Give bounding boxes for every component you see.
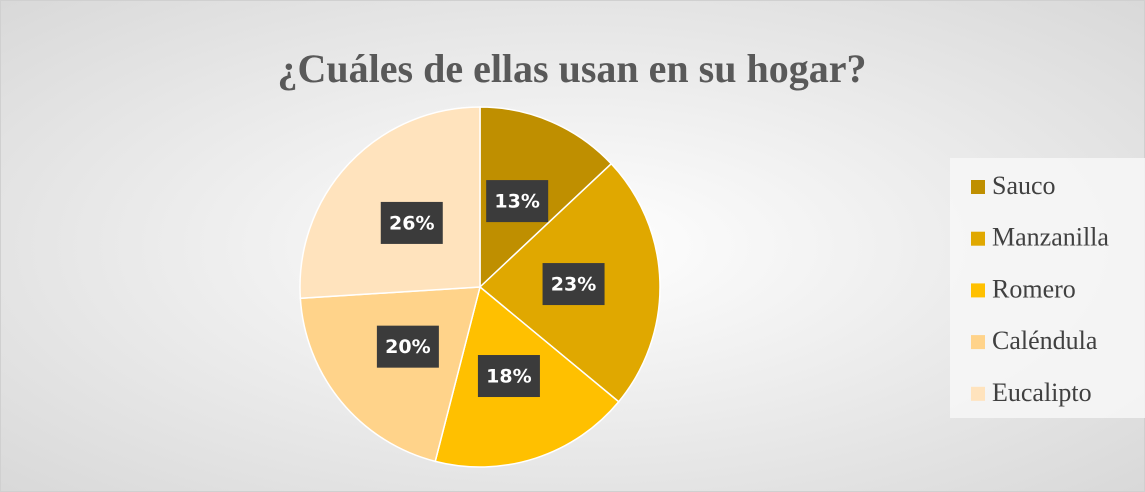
legend-swatch [971, 180, 985, 194]
data-label-box [542, 263, 605, 306]
data-label: 13% [494, 191, 539, 213]
data-label-box [380, 201, 443, 244]
legend-label: Manzanilla [992, 223, 1109, 252]
data-label-box [486, 180, 549, 223]
legend-swatch [971, 335, 985, 350]
legend-label: Sauco [992, 171, 1056, 200]
chart-title: ¿Cuáles de ellas usan en su hogar? [278, 46, 867, 91]
legend-swatch [971, 283, 985, 298]
data-label-box [477, 355, 540, 398]
data-label: 23% [551, 274, 596, 296]
legend-label: Romero [992, 274, 1076, 303]
data-label: 26% [389, 212, 434, 234]
legend-label: Eucalipto [992, 378, 1092, 407]
legend-label: Caléndula [992, 326, 1098, 355]
legend-swatch [971, 386, 985, 401]
data-label-box [376, 325, 439, 368]
data-label: 18% [486, 366, 531, 388]
data-label: 20% [385, 336, 430, 358]
legend-swatch [971, 231, 985, 246]
